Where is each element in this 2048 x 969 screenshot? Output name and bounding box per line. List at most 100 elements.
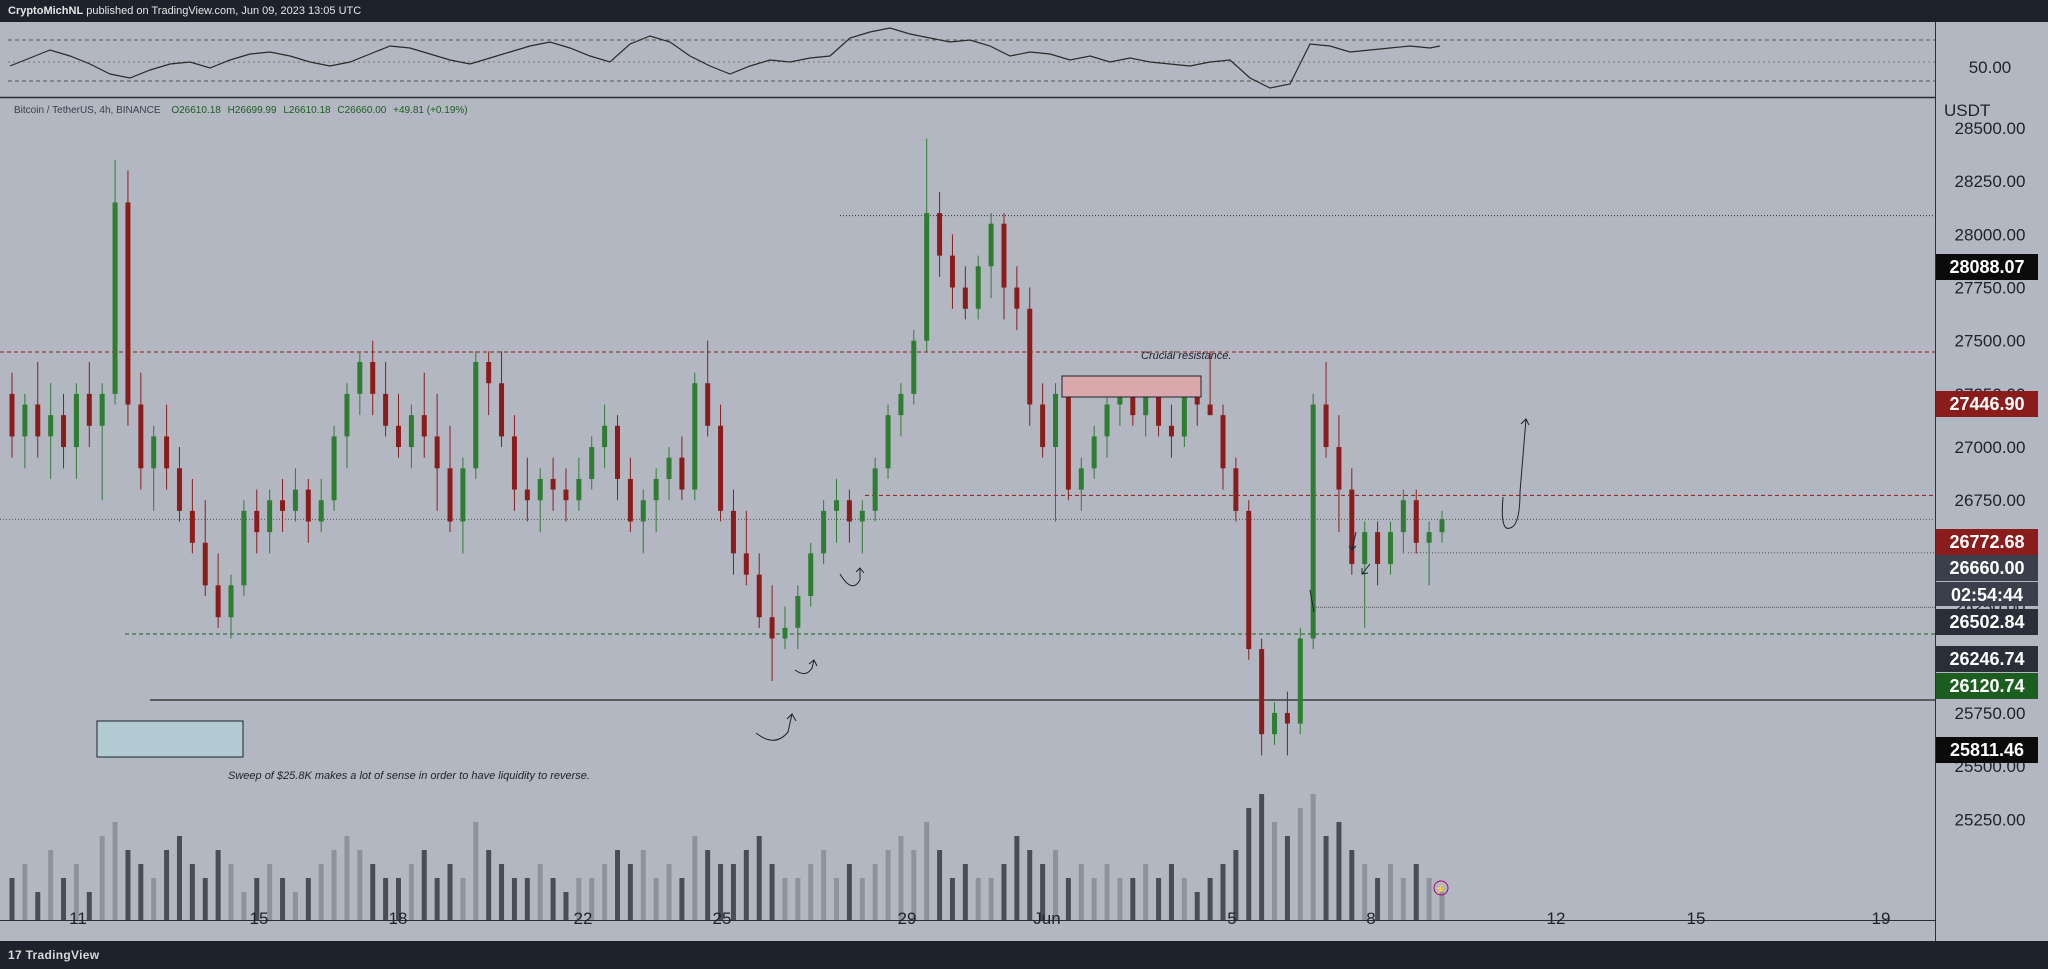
volume-bar (35, 892, 41, 920)
volume-bar (22, 864, 28, 920)
y-tick-label: 27000.00 (1955, 438, 2026, 457)
volume-bar (383, 878, 389, 920)
price-label-box (1936, 254, 2038, 280)
volume-bar (395, 878, 401, 920)
volume-bar (280, 878, 286, 920)
candle-body (834, 500, 840, 511)
candle-body (679, 457, 685, 490)
publish-header: CryptoMichNL published on TradingView.co… (0, 0, 2048, 22)
candle-body (421, 415, 427, 437)
price-label: 28088.07 (1949, 257, 2024, 277)
candle-body (35, 404, 41, 437)
volume-bar (640, 850, 646, 920)
price-label: 26120.74 (1949, 676, 2024, 696)
volume-bar (215, 850, 221, 920)
volume-bar (1078, 864, 1084, 920)
candle-body (202, 542, 208, 586)
volume-bar (627, 864, 633, 920)
volume-bar (99, 836, 105, 920)
candle-body (1387, 532, 1393, 565)
volume-bar (743, 850, 749, 920)
candle-body (911, 340, 917, 394)
candle-body (383, 393, 389, 426)
x-tick-label: 8 (1366, 909, 1375, 928)
candle-body (486, 361, 492, 384)
volume-bar (602, 864, 608, 920)
volume-bar (421, 850, 427, 920)
level-lines (0, 215, 1935, 701)
volume-bar (434, 878, 440, 920)
volume-bar (885, 850, 891, 920)
candle-body (395, 425, 401, 448)
arrow-down-1 (1348, 531, 1357, 551)
volume-bar (705, 850, 711, 920)
volume-bar (1168, 864, 1174, 920)
tradingview-brand-text: TradingView (25, 948, 100, 962)
candle-body (1104, 404, 1110, 437)
volume-bar (447, 864, 453, 920)
candle-body (563, 489, 569, 501)
volume-bar (1091, 878, 1097, 920)
flash-icon-glyph: ⚡ (1435, 883, 1446, 895)
candle-body (859, 510, 865, 522)
y-tick-label: 27750.00 (1955, 279, 2026, 298)
publisher-name[interactable]: CryptoMichNL (8, 5, 84, 17)
volume-bar (537, 864, 543, 920)
volume-bar (357, 850, 363, 920)
candle-body (9, 393, 15, 437)
candle-body (614, 425, 620, 479)
price-labels: 28088.07 27446.90 26772.68 26660.00 02:54:44… (1936, 254, 2038, 763)
candle-body (885, 415, 891, 469)
candles (9, 138, 1445, 756)
volume-bar (1284, 836, 1290, 920)
candle-body (640, 500, 646, 522)
rsi-indicator: 50.00 (8, 27, 2012, 89)
rsi-level-label: 50.00 (1969, 58, 2012, 77)
volume-bar (937, 850, 943, 920)
candle-body (267, 500, 273, 533)
arrow-up-1 (755, 713, 797, 741)
flash-icon[interactable] (1433, 880, 1449, 896)
volume-bar (9, 878, 15, 920)
candle-body (666, 457, 672, 479)
candle-body (48, 415, 54, 437)
resistance-zone[interactable] (1061, 375, 1202, 398)
candle-body (576, 478, 582, 501)
candle-body (280, 500, 286, 511)
candle-body (653, 478, 659, 501)
price-label-box (1936, 737, 2038, 763)
y-tick-label: 25250.00 (1955, 810, 2026, 829)
candle-body (1117, 393, 1123, 405)
sweep-zone[interactable] (96, 720, 244, 758)
x-tick-label: Jun (1033, 909, 1060, 928)
candle-body (537, 478, 543, 501)
candle-body (1001, 223, 1007, 288)
candle-body (718, 425, 724, 511)
candle-body (821, 510, 827, 554)
candle-body (305, 489, 311, 522)
candle-body (1349, 489, 1355, 565)
volume-bar (653, 878, 659, 920)
legend-high: H26699.99 (228, 105, 277, 116)
candle-body (743, 553, 749, 575)
chart-area[interactable]: 50.00 Bitcoin / TetherUS, 4h, BINANCE O2… (0, 22, 2048, 941)
volume-bar (1259, 794, 1265, 920)
x-tick-label: 29 (898, 909, 917, 928)
volume-bar (1400, 878, 1406, 920)
tradingview-logo[interactable]: 17 TradingView (8, 948, 99, 962)
candle-body (357, 361, 363, 394)
x-tick-label: 19 (1872, 909, 1891, 928)
volume-bar (1323, 836, 1329, 920)
candle-body (1310, 404, 1316, 639)
candle-body (86, 393, 92, 426)
volume-bar (176, 836, 182, 920)
volume-bar (872, 864, 878, 920)
indicator-pane (0, 22, 1935, 97)
arrow-up-3 (839, 567, 865, 587)
volume-bar (61, 878, 67, 920)
price-label: 02:54:44 (1951, 585, 2023, 605)
volume-bar (164, 850, 170, 920)
volume-bar (1207, 878, 1213, 920)
volume-bar (305, 878, 311, 920)
